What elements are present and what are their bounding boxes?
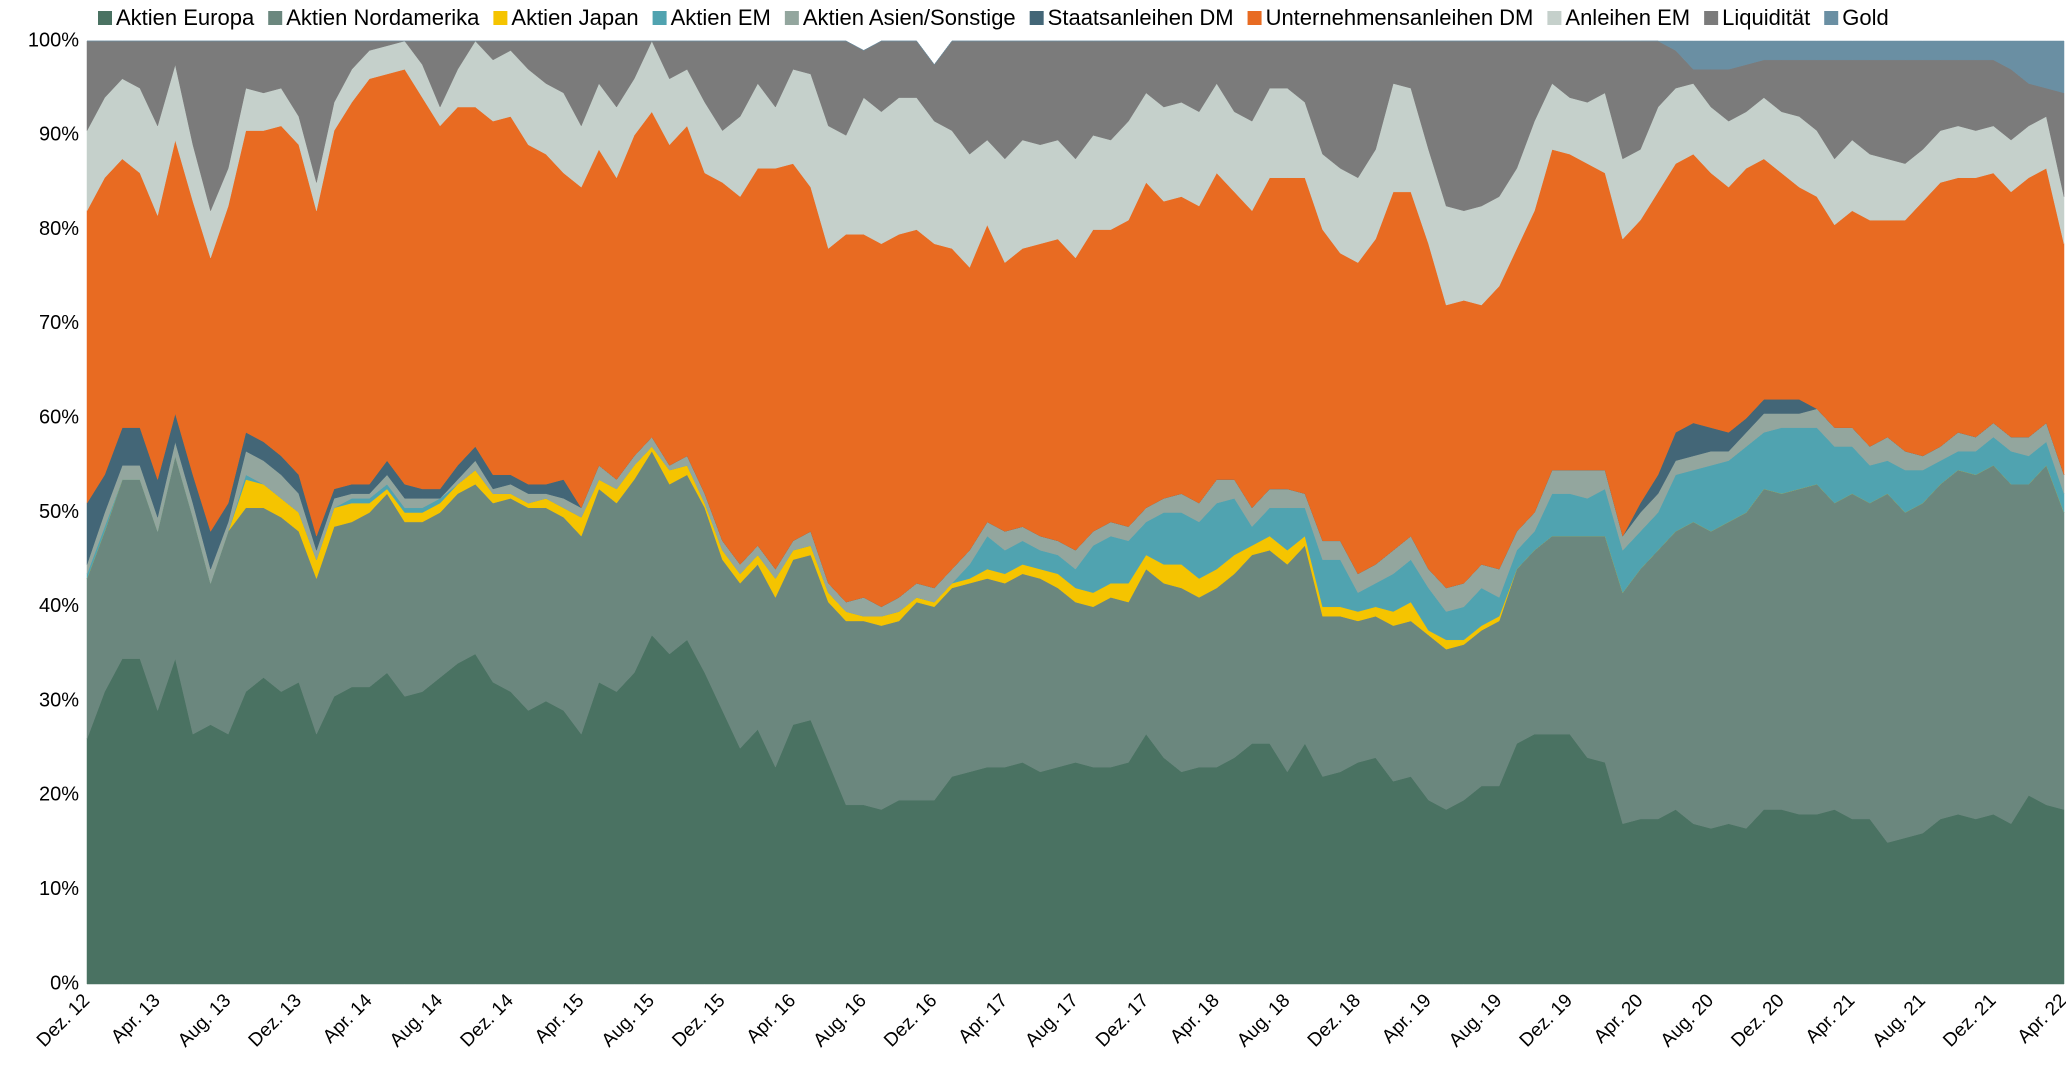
legend-swatch [268,11,283,25]
y-tick-label: 100% [28,29,79,51]
x-tick-label: Dez. 15 [668,990,729,1051]
legend-swatch [1029,11,1044,25]
legend-swatch [1247,11,1262,25]
legend-label: Gold [1842,5,1888,30]
x-tick-label: Aug. 14 [386,990,447,1051]
y-tick-label: 50% [39,501,79,523]
legend-label: Aktien Japan [511,5,638,30]
x-tick-label: Dez. 19 [1516,990,1577,1051]
y-tick-label: 10% [39,878,79,900]
x-tick-label: Apr. 18 [1166,990,1223,1047]
legend-label: Aktien Asien/Sonstige [803,5,1016,30]
x-tick-label: Apr. 21 [1802,990,1859,1047]
x-tick-label: Aug. 16 [810,990,871,1051]
legend-label: Aktien EM [671,5,771,30]
legend-label: Unternehmensanleihen DM [1266,5,1534,30]
y-tick-label: 60% [39,406,79,428]
x-tick-label: Aug. 17 [1021,990,1082,1051]
y-tick-label: 80% [39,218,79,240]
legend-label: Aktien Europa [116,5,255,30]
x-tick-label: Dez. 14 [457,990,518,1051]
legend-label: Aktien Nordamerika [286,5,480,30]
x-tick-label: Aug. 15 [598,990,659,1051]
x-tick-label: Apr. 14 [319,990,377,1048]
x-tick-label: Apr. 13 [107,990,164,1047]
x-tick-label: Apr. 20 [1590,990,1647,1047]
legend-swatch [784,11,799,25]
legend: Aktien Europa Aktien Nordamerika Aktien Ja… [98,5,1889,30]
y-tick-label: 90% [39,124,79,146]
y-tick-label: 30% [39,689,79,711]
x-tick-label: Aug. 19 [1445,990,1506,1051]
x-tick-label: Dez. 17 [1092,990,1153,1051]
legend-label: Anleihen EM [1565,5,1690,30]
x-tick-label: Apr. 17 [955,990,1012,1047]
x-tick-label: Dez. 12 [33,990,94,1051]
legend-swatch [98,11,112,25]
y-tick-label: 0% [50,972,79,994]
legend-swatch [1547,11,1562,25]
area [87,40,2065,94]
y-tick-label: 40% [39,595,79,617]
x-tick-label: Dez. 16 [880,990,941,1051]
x-tick-label: Aug. 13 [174,990,235,1051]
x-tick-label: Apr. 19 [1378,990,1435,1047]
y-tick-label: 70% [39,312,79,334]
legend-swatch [493,11,508,25]
x-tick-label: Aug. 18 [1233,990,1294,1051]
x-tick-label: Dez. 18 [1304,990,1365,1051]
legend-swatch [1704,11,1719,25]
x-tick-label: Aug. 21 [1869,990,1930,1051]
x-tick-label: Dez. 21 [1939,990,2000,1051]
x-tick-label: Apr. 22 [2014,990,2066,1047]
plot-area [86,40,2065,985]
y-tick-label: 20% [39,784,79,806]
x-tick-label: Aug. 20 [1657,990,1718,1051]
x-tick-label: Apr. 15 [531,990,588,1047]
x-tick-label: Dez. 13 [245,990,306,1051]
x-tick-label: Dez. 20 [1727,990,1788,1051]
legend-label: Staatsanleihen DM [1048,5,1234,30]
legend-swatch [1824,11,1839,25]
legend-swatch [652,11,667,25]
x-tick-label: Apr. 16 [743,990,800,1047]
legend-label: Liquidität [1722,5,1810,30]
